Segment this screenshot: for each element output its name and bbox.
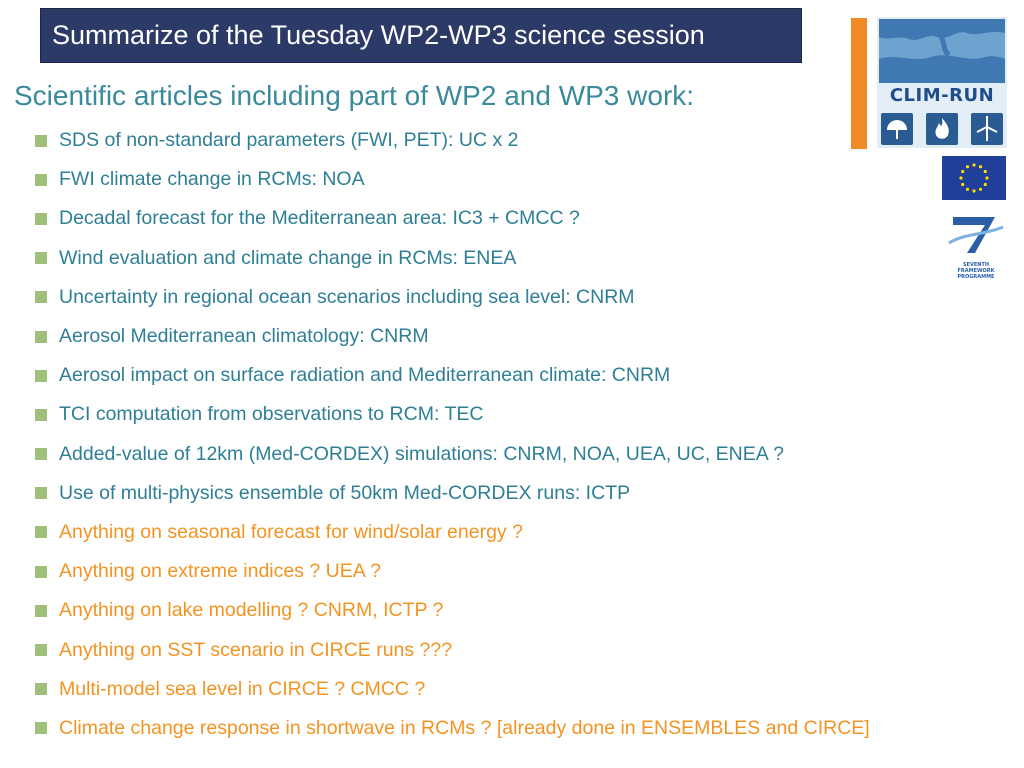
list-item-text: Aerosol Mediterranean climatology: CNRM [59, 325, 429, 348]
fp7-caption-line2: PROGRAMME [957, 274, 995, 280]
slide-title: Summarize of the Tuesday WP2-WP3 science… [52, 20, 705, 50]
list-item-text: Anything on SST scenario in CIRCE runs ?… [59, 638, 453, 661]
bullet-square-icon [35, 526, 47, 539]
list-item: Decadal forecast for the Mediterranean a… [35, 199, 870, 238]
list-item: Anything on lake modelling ? CNRM, ICTP … [35, 591, 870, 630]
bullet-square-icon [35, 330, 47, 343]
list-item-text: Climate change response in shortwave in … [59, 716, 870, 739]
fp7-caption-line1: SEVENTH FRAMEWORK [957, 262, 995, 274]
list-item-text: SDS of non-standard parameters (FWI, PET… [59, 129, 519, 152]
list-item-text: FWI climate change in RCMs: NOA [59, 168, 365, 191]
list-item-text: Anything on lake modelling ? CNRM, ICTP … [59, 599, 444, 622]
list-item: Use of multi-physics ensemble of 50km Me… [35, 474, 870, 513]
climrun-logo: CLIM-RUN [877, 17, 1007, 148]
bullet-square-icon [35, 291, 47, 304]
climrun-wordmark: CLIM-RUN [889, 85, 995, 106]
list-item: Multi-model sea level in CIRCE ? CMCC ? [35, 670, 870, 709]
list-item: Uncertainty in regional ocean scenarios … [35, 278, 870, 317]
list-item: Added-value of 12km (Med-CORDEX) simulat… [35, 435, 870, 474]
mediterranean-map-icon [879, 19, 1005, 83]
fp7-logo: SEVENTH FRAMEWORK PROGRAMME [945, 213, 1007, 280]
list-item-text: TCI computation from observations to RCM… [59, 403, 484, 426]
bullet-square-icon [35, 369, 47, 382]
bullet-square-icon [35, 173, 47, 186]
bullet-square-icon [35, 683, 47, 696]
list-item-text: Anything on seasonal forecast for wind/s… [59, 520, 523, 543]
list-item-text: Decadal forecast for the Mediterranean a… [59, 207, 580, 230]
list-item-text: Anything on extreme indices ? UEA ? [59, 560, 381, 583]
bullet-square-icon [35, 487, 47, 500]
list-item-text: Aerosol impact on surface radiation and … [59, 364, 671, 387]
list-item: FWI climate change in RCMs: NOA [35, 160, 870, 199]
list-item-text: Use of multi-physics ensemble of 50km Me… [59, 481, 631, 504]
bullet-square-icon [35, 565, 47, 578]
bullet-square-icon [35, 722, 47, 735]
list-item: Anything on seasonal forecast for wind/s… [35, 513, 870, 552]
list-item-text: Multi-model sea level in CIRCE ? CMCC ? [59, 677, 426, 700]
list-item: Wind evaluation and climate change in RC… [35, 239, 870, 278]
bullet-square-icon [35, 408, 47, 421]
bullet-square-icon [35, 448, 47, 461]
slide-subtitle: Scientific articles including part of WP… [14, 80, 695, 111]
logo-accent-strip [851, 18, 867, 149]
list-item: Aerosol Mediterranean climatology: CNRM [35, 317, 870, 356]
title-bar: Summarize of the Tuesday WP2-WP3 science… [40, 8, 802, 63]
list-item-text: Added-value of 12km (Med-CORDEX) simulat… [59, 442, 784, 465]
list-item: SDS of non-standard parameters (FWI, PET… [35, 121, 870, 160]
list-item-text: Wind evaluation and climate change in RC… [59, 246, 517, 269]
bullet-square-icon [35, 604, 47, 617]
flame-icon [926, 113, 958, 145]
eu-flag-icon [942, 156, 1006, 200]
list-item-text: Uncertainty in regional ocean scenarios … [59, 285, 635, 308]
umbrella-icon [881, 113, 913, 145]
list-item: Anything on extreme indices ? UEA ? [35, 552, 870, 591]
list-item: TCI computation from observations to RCM… [35, 395, 870, 434]
bullet-list: SDS of non-standard parameters (FWI, PET… [35, 121, 870, 748]
bullet-square-icon [35, 134, 47, 147]
wind-turbine-icon [971, 113, 1003, 145]
bullet-square-icon [35, 644, 47, 657]
list-item: Anything on SST scenario in CIRCE runs ?… [35, 630, 870, 669]
bullet-square-icon [35, 212, 47, 225]
bullet-square-icon [35, 252, 47, 265]
list-item: Aerosol impact on surface radiation and … [35, 356, 870, 395]
list-item: Climate change response in shortwave in … [35, 709, 870, 748]
